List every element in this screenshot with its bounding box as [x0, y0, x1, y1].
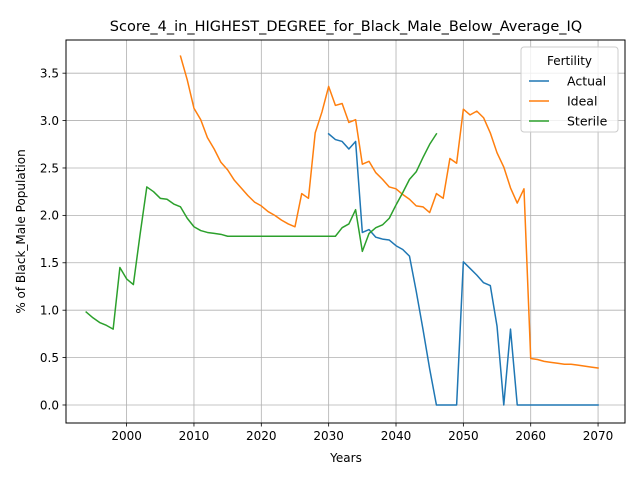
- x-tick-label: 2060: [515, 429, 546, 443]
- legend-box: [520, 46, 619, 133]
- series-lines: [85, 55, 599, 406]
- x-tick-label: 2000: [111, 429, 142, 443]
- y-tick-label: 2.5: [40, 161, 59, 175]
- y-tick-label: 0.0: [40, 398, 59, 412]
- y-axis: 0.0 0.5 1.0 1.5 2.0 2.5 3.0 3.5: [40, 66, 66, 412]
- x-tick-label: 2050: [448, 429, 479, 443]
- y-tick-label: 3.5: [40, 66, 59, 80]
- legend-label-sterile: Sterile: [567, 114, 608, 129]
- legend-label-actual: Actual: [567, 74, 606, 89]
- series-line-sterile: [85, 132, 438, 330]
- series-line-ideal: [179, 55, 599, 369]
- y-axis-label: % of Black_Male Population: [14, 149, 28, 313]
- x-tick-label: 2040: [381, 429, 412, 443]
- x-axis-label: Years: [329, 451, 362, 465]
- x-tick-label: 2020: [246, 429, 277, 443]
- x-tick-label: 2070: [583, 429, 614, 443]
- plot-frame: [65, 39, 626, 424]
- series-line-actual: [327, 132, 599, 406]
- chart-title: Score_4_in_HIGHEST_DEGREE_for_Black_Male…: [110, 19, 582, 35]
- x-tick-label: 2030: [313, 429, 344, 443]
- x-tick-label: 2010: [179, 429, 210, 443]
- legend-label-ideal: Ideal: [567, 94, 597, 109]
- y-tick-label: 1.5: [40, 256, 59, 270]
- legend: Fertility Actual Ideal Sterile: [520, 46, 619, 133]
- legend-title: Fertility: [547, 54, 592, 68]
- y-tick-label: 0.5: [40, 351, 59, 365]
- y-tick-label: 2.0: [40, 209, 59, 223]
- y-tick-label: 3.0: [40, 114, 59, 128]
- y-tick-label: 1.0: [40, 303, 59, 317]
- x-axis: 2000 2010 2020 2030 2040 2050 2060 2070: [111, 423, 613, 443]
